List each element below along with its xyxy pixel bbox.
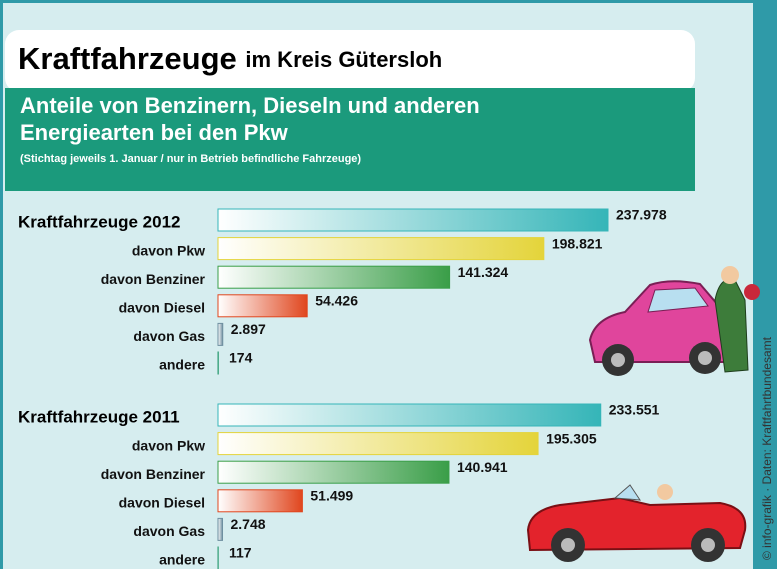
category-label: davon Gas [133, 328, 205, 344]
subtitle: Energiearten bei den Pkw [20, 120, 289, 145]
category-label: davon Gas [133, 523, 205, 539]
value-label: 117 [229, 545, 252, 561]
category-label: davon Benziner [101, 466, 206, 482]
bar [217, 208, 609, 232]
bar [217, 517, 224, 541]
group-title: Kraftfahrzeuge 2012 [18, 212, 181, 231]
value-label: 140.941 [457, 459, 508, 475]
value-label: 174 [229, 350, 253, 366]
bar [217, 460, 450, 484]
bar [217, 265, 451, 289]
title: Kraftfahrzeuge im Kreis Gütersloh [18, 41, 442, 76]
car-illustration [526, 484, 747, 562]
subtitle: Anteile von Benzinern, Dieseln und ander… [20, 93, 480, 118]
value-label: 2.897 [231, 321, 266, 337]
bar [217, 294, 308, 318]
bar [217, 489, 303, 513]
value-label: 198.821 [552, 235, 603, 251]
value-label: 195.305 [546, 430, 597, 446]
bar [217, 237, 545, 261]
category-label: andere [159, 357, 205, 373]
category-label: davon Diesel [119, 300, 205, 316]
note: (Stichtag jeweils 1. Januar / nur in Bet… [20, 153, 361, 165]
value-label: 141.324 [458, 264, 509, 280]
category-label: davon Benziner [101, 271, 206, 287]
header-box [5, 30, 695, 92]
value-label: 54.426 [315, 293, 358, 309]
car-illustration [588, 266, 760, 376]
bar [217, 432, 539, 456]
category-label: davon Pkw [132, 242, 205, 258]
category-label: davon Pkw [132, 437, 205, 453]
value-label: 51.499 [310, 488, 353, 504]
category-label: andere [159, 552, 205, 568]
bar [217, 322, 224, 346]
value-label: 2.748 [231, 516, 266, 532]
group-title: Kraftfahrzeuge 2011 [18, 407, 180, 426]
source: © info-grafik · Daten: Kraftfahrtbundesa… [760, 336, 774, 560]
value-label: 237.978 [616, 207, 667, 223]
category-label: davon Diesel [119, 495, 205, 511]
subtitle-band [5, 88, 695, 191]
bar [217, 403, 602, 427]
value-label: 233.551 [609, 402, 660, 418]
